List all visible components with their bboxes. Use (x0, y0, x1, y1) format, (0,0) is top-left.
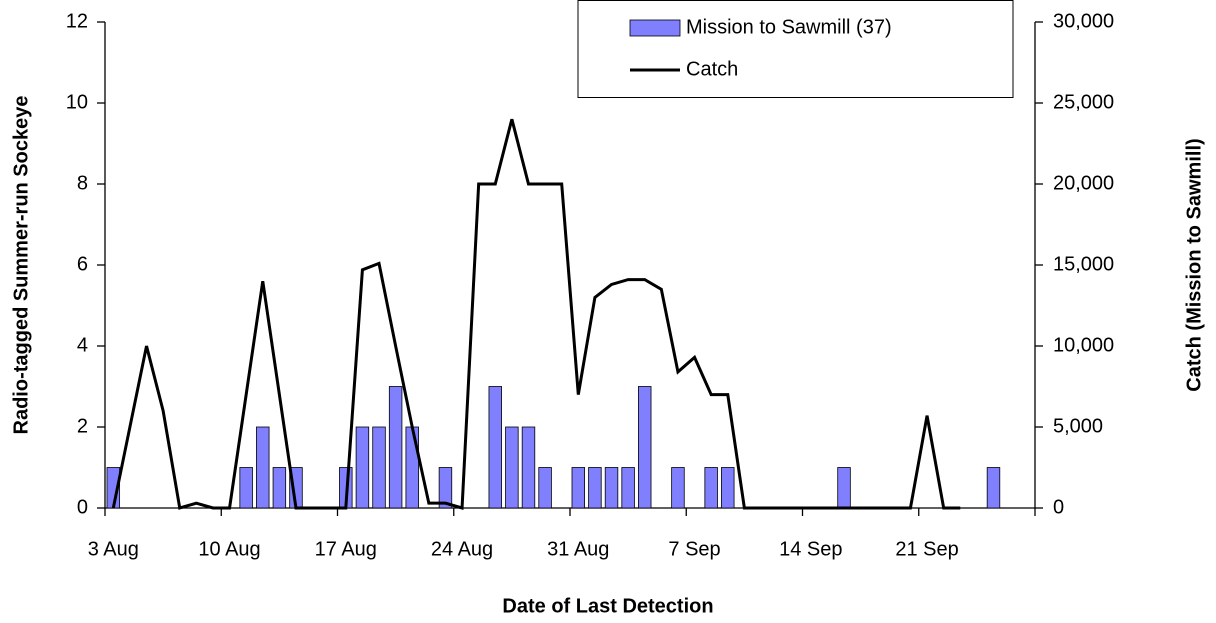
x-tick-label: 10 Aug (198, 538, 260, 560)
bar (704, 467, 718, 509)
bar (521, 426, 536, 509)
y-tick-label: 10 (66, 91, 88, 113)
bar (604, 467, 619, 509)
y-tick-label: 2 (77, 415, 88, 437)
bar (405, 426, 419, 509)
x-tick-label: 17 Aug (315, 538, 377, 560)
y-tick-label: 12 (66, 10, 88, 32)
y2-tick-label: 10,000 (1053, 334, 1114, 356)
y2-tick-label: 15,000 (1053, 253, 1114, 275)
x-tick-label: 21 Sep (895, 538, 958, 560)
y2-tick-label: 0 (1053, 496, 1064, 518)
bar (256, 426, 270, 509)
legend-box (577, 0, 1014, 98)
y-tick-label: 4 (77, 334, 88, 356)
bar (388, 386, 403, 509)
x-axis-title: Date of Last Detection (502, 595, 713, 617)
bar (638, 386, 652, 509)
x-tick-label: 24 Aug (431, 538, 493, 560)
x-tick-label: 14 Sep (779, 538, 842, 560)
bar (571, 467, 586, 509)
bar (505, 426, 519, 509)
bar (239, 467, 253, 509)
y2-axis-title: Catch (Mission to Sawmill) (1183, 138, 1205, 391)
y2-tick-label: 20,000 (1053, 172, 1114, 194)
bar (272, 467, 287, 509)
bar (721, 467, 735, 509)
legend-swatch (629, 19, 681, 37)
bar (986, 467, 1001, 509)
y-tick-label: 0 (77, 496, 88, 518)
x-tick-label: 7 Sep (668, 538, 720, 560)
y2-tick-label: 25,000 (1053, 91, 1114, 113)
y-tick-label: 8 (77, 172, 88, 194)
x-tick-label: 31 Aug (547, 538, 609, 560)
bar (438, 467, 453, 509)
bar (837, 467, 851, 509)
y2-tick-label: 5,000 (1053, 415, 1103, 437)
bar (538, 467, 552, 509)
bar (372, 426, 386, 509)
bar (671, 467, 685, 509)
line (111, 118, 961, 510)
legend-label: Catch (686, 58, 738, 80)
bar (588, 467, 602, 509)
x-tick-label: 3 Aug (88, 538, 139, 560)
y2-tick-label: 30,000 (1053, 10, 1114, 32)
bar (488, 386, 502, 509)
bar (355, 426, 370, 509)
bar (621, 467, 635, 509)
y-axis-title: Radio-tagged Summer-run Sockeye (10, 96, 32, 435)
y-tick-label: 6 (77, 253, 88, 275)
legend-label: Mission to Sawmill (37) (686, 16, 892, 38)
